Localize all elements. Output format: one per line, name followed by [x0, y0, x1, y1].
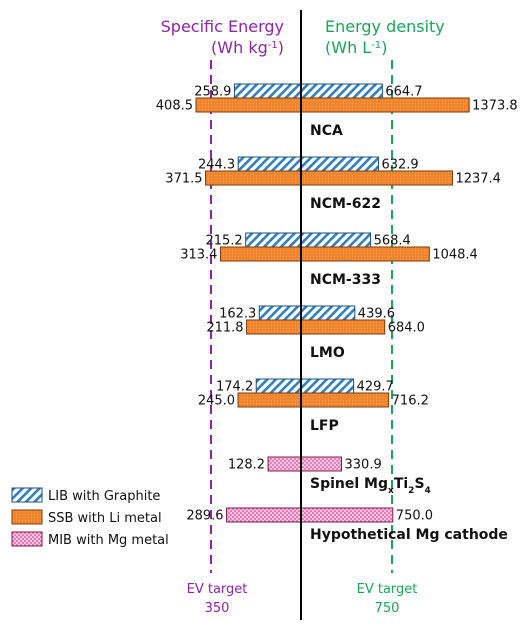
bar-energy-density-ssb-with-li-metal-lmo: [300, 319, 386, 335]
label-specific-energy-ssb-with-li-metal-ncm-622: 371.5: [165, 172, 202, 187]
label-energy-density-lib-with-graphite-lmo: 439.6: [358, 307, 395, 322]
label-energy-density-lib-with-graphite-ncm-333: 568.4: [374, 234, 411, 249]
bar-specific-energy-ssb-with-li-metal-ncm-333: [219, 246, 302, 262]
bar-energy-density-lib-with-graphite-ncm-622: [300, 156, 379, 172]
label-energy-density-mib-with-mg-metal-hypothetical-mg-cathode: 750.0: [396, 509, 433, 524]
label-energy-density-ssb-with-li-metal-ncm-333: 1048.4: [432, 248, 478, 263]
right-axis-unit: (Wh L-1): [325, 38, 387, 57]
label-specific-energy-mib-with-mg-metal-category-5: 128.2: [228, 458, 265, 473]
energy-density-target-value: 750: [375, 601, 400, 616]
specific-energy-target-value: 350: [205, 601, 230, 616]
bar-specific-energy-mib-with-mg-metal-category-5: [267, 456, 302, 472]
energy-density-target-label: EV target: [357, 582, 418, 597]
bar-specific-energy-lib-with-graphite-lmo: [258, 305, 302, 321]
left-axis-title: Specific Energy: [161, 17, 284, 36]
label-specific-energy-lib-with-graphite-nca: 258.9: [194, 85, 231, 100]
left-axis-unit-exp: -1: [268, 40, 278, 51]
bar-specific-energy-lib-with-graphite-nca: [233, 83, 302, 99]
label-energy-density-ssb-with-li-metal-ncm-622: 1237.4: [455, 172, 501, 187]
legend-swatch-ssb: [11, 509, 43, 525]
legend-label-lib: LIB with Graphite: [48, 489, 160, 504]
legend: LIB with Graphite SSB with Li metal MIB …: [11, 487, 169, 548]
bar-specific-energy-ssb-with-li-metal-ncm-622: [205, 170, 302, 186]
bar-specific-energy-ssb-with-li-metal-lfp: [237, 392, 302, 408]
legend-swatch-lib: [11, 487, 43, 503]
bar-energy-density-mib-with-mg-metal-hypothetical-mg-cathode: [300, 507, 394, 523]
bar-specific-energy-lib-with-graphite-lfp: [255, 378, 302, 394]
category-label-hypothetical-mg-cathode: Hypothetical Mg cathode: [310, 527, 508, 543]
category-label-spinel-mg: Spinel MgxTi2S4: [310, 476, 431, 496]
label-energy-density-lib-with-graphite-lfp: 429.7: [357, 380, 394, 395]
category-label-lmo: LMO: [310, 345, 345, 361]
left-axis-unit: (Wh kg-1): [211, 38, 284, 57]
specific-energy-target-label: EV target: [187, 582, 248, 597]
category-label-ncm-622: NCM-622: [310, 196, 381, 212]
bar-energy-density-lib-with-graphite-lmo: [300, 305, 356, 321]
bar-specific-energy-ssb-with-li-metal-lmo: [246, 319, 302, 335]
label-energy-density-lib-with-graphite-nca: 664.7: [385, 85, 422, 100]
label-energy-density-mib-with-mg-metal-category-5: 330.9: [345, 458, 382, 473]
label-energy-density-ssb-with-li-metal-nca: 1373.8: [472, 99, 517, 114]
bar-specific-energy-mib-with-mg-metal-hypothetical-mg-cathode: [226, 507, 302, 523]
label-specific-energy-lib-with-graphite-lmo: 162.3: [219, 307, 256, 322]
label-specific-energy-lib-with-graphite-ncm-622: 244.3: [198, 158, 235, 173]
left-axis-unit-prefix: (Wh kg: [211, 38, 268, 57]
bar-energy-density-ssb-with-li-metal-ncm-333: [300, 246, 430, 262]
bar-energy-density-lib-with-graphite-lfp: [300, 378, 355, 394]
category-label-ncm-333: NCM-333: [310, 272, 381, 288]
label-specific-energy-ssb-with-li-metal-lfp: 245.0: [198, 394, 235, 409]
right-axis-unit-suffix: ): [381, 38, 387, 57]
bar-energy-density-mib-with-mg-metal-category-5: [300, 456, 343, 472]
legend-label-ssb: SSB with Li metal: [48, 511, 162, 526]
left-axis-unit-suffix: ): [278, 38, 284, 57]
label-specific-energy-mib-with-mg-metal-hypothetical-mg-cathode: 289.6: [186, 509, 223, 524]
bar-energy-density-ssb-with-li-metal-lfp: [300, 392, 390, 408]
bar-specific-energy-ssb-with-li-metal-nca: [195, 97, 302, 113]
label-specific-energy-ssb-with-li-metal-ncm-333: 313.4: [180, 248, 217, 263]
bar-specific-energy-lib-with-graphite-ncm-622: [237, 156, 302, 172]
category-label-nca: NCA: [310, 123, 343, 139]
right-axis-unit-prefix: (Wh L: [325, 38, 371, 57]
bars-layer: [195, 83, 470, 523]
labels-layer: 258.9 664.7 408.5 1373.8 NCA 244.3 632.9 371.5 1…: [156, 85, 518, 544]
label-energy-density-ssb-with-li-metal-lfp: 716.2: [392, 394, 429, 409]
label-energy-density-lib-with-graphite-ncm-622: 632.9: [381, 158, 418, 173]
category-label-lfp: LFP: [310, 418, 339, 434]
label-energy-density-ssb-with-li-metal-lmo: 684.0: [388, 321, 425, 336]
bar-specific-energy-lib-with-graphite-ncm-333: [245, 232, 302, 248]
bar-energy-density-lib-with-graphite-nca: [300, 83, 383, 99]
legend-label-mib: MIB with Mg metal: [48, 533, 169, 548]
label-specific-energy-ssb-with-li-metal-lmo: 211.8: [206, 321, 243, 336]
bar-energy-density-ssb-with-li-metal-ncm-622: [300, 170, 453, 186]
legend-swatch-mib: [11, 531, 43, 547]
right-axis-unit-exp: -1: [371, 40, 381, 51]
label-specific-energy-ssb-with-li-metal-nca: 408.5: [156, 99, 193, 114]
right-axis-title: Energy density: [325, 17, 445, 36]
label-specific-energy-lib-with-graphite-lfp: 174.2: [216, 380, 253, 395]
bar-energy-density-ssb-with-li-metal-nca: [300, 97, 470, 113]
label-specific-energy-lib-with-graphite-ncm-333: 215.2: [205, 234, 242, 249]
bar-energy-density-lib-with-graphite-ncm-333: [300, 232, 372, 248]
